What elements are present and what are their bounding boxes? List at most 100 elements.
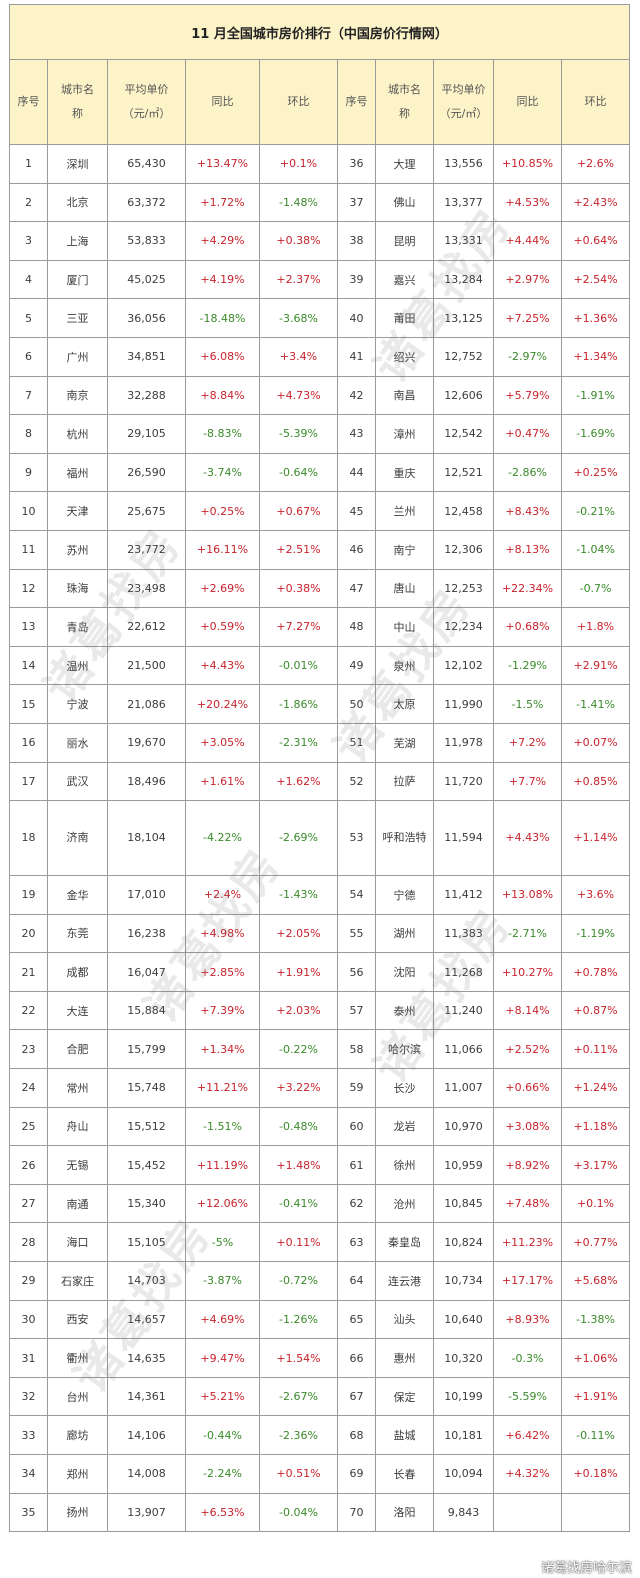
cell-price-left: 13,907 — [107, 1492, 186, 1533]
table-row: 27 南通 15,340 +12.06% -0.41% 62 沧州 10,845 +7.48% +… — [9, 1183, 631, 1224]
table-row: 14 温州 21,500 +4.43% -0.01% 49 泉州 12,102 -1.29% +2… — [9, 645, 631, 686]
cell-rank-right: 53 — [337, 800, 376, 877]
cell-yoy-right: -1.29% — [493, 645, 562, 686]
cell-price-right: 9,843 — [433, 1492, 494, 1533]
table-row: 28 海口 15,105 -5% +0.11% 63 秦皇岛 10,824 +11.23% +0.… — [9, 1222, 631, 1263]
cell-rank-left: 20 — [9, 913, 48, 954]
cell-price-left: 34,851 — [107, 336, 186, 377]
cell-city-left: 廊坊 — [47, 1415, 108, 1455]
cell-city-right: 哈尔滨 — [375, 1029, 434, 1070]
cell-rank-left: 29 — [9, 1261, 48, 1301]
cell-yoy-left: +1.61% — [185, 761, 260, 802]
table-row: 9 福州 26,590 -3.74% -0.64% 44 重庆 12,521 -2.86% +0.… — [9, 452, 631, 493]
header-mom-right: 环比 — [560, 59, 631, 145]
cell-city-right: 沧州 — [375, 1183, 434, 1224]
cell-rank-right: 62 — [337, 1183, 376, 1224]
cell-yoy-right: +8.13% — [493, 529, 562, 570]
cell-rank-left: 14 — [9, 645, 48, 686]
cell-price-left: 25,675 — [107, 491, 186, 531]
cell-rank-right: 52 — [337, 761, 376, 802]
cell-city-right: 宁德 — [375, 875, 434, 915]
cell-rank-left: 33 — [9, 1415, 48, 1455]
cell-price-left: 14,008 — [107, 1454, 186, 1494]
cell-city-right: 拉萨 — [375, 761, 434, 802]
cell-price-right: 10,845 — [433, 1183, 494, 1224]
cell-mom-left: -0.22% — [259, 1029, 338, 1070]
cell-city-left: 海口 — [47, 1222, 108, 1263]
cell-city-right: 龙岩 — [375, 1106, 434, 1147]
cell-yoy-left: +1.34% — [185, 1029, 260, 1070]
cell-mom-left: -0.48% — [259, 1106, 338, 1147]
cell-city-right: 汕头 — [375, 1299, 434, 1340]
cell-price-right: 13,377 — [433, 182, 494, 223]
table-row: 25 舟山 15,512 -1.51% -0.48% 60 龙岩 10,970 +3.08% +1… — [9, 1106, 631, 1147]
cell-city-left: 天津 — [47, 491, 108, 531]
cell-mom-left: -2.31% — [259, 722, 338, 763]
cell-city-left: 宁波 — [47, 684, 108, 724]
cell-yoy-left: +11.21% — [185, 1068, 260, 1108]
cell-rank-left: 34 — [9, 1454, 48, 1494]
cell-yoy-left: -18.48% — [185, 298, 260, 338]
cell-price-left: 63,372 — [107, 182, 186, 223]
cell-rank-left: 10 — [9, 491, 48, 531]
cell-city-right: 莆田 — [375, 298, 434, 338]
cell-price-right: 13,125 — [433, 298, 494, 338]
cell-price-left: 15,340 — [107, 1183, 186, 1224]
cell-mom-right: -1.19% — [560, 913, 631, 954]
table-row: 7 南京 32,288 +8.84% +4.73% 42 南昌 12,606 +5.79% -1.… — [9, 375, 631, 416]
cell-city-left: 南京 — [47, 375, 108, 416]
cell-price-right: 12,234 — [433, 607, 494, 647]
cell-mom-left: -0.04% — [259, 1492, 338, 1533]
cell-price-left: 15,512 — [107, 1106, 186, 1147]
table-row: 2 北京 63,372 +1.72% -1.48% 37 佛山 13,377 +4.53% +2.… — [9, 182, 631, 223]
cell-rank-right: 54 — [337, 875, 376, 915]
cell-rank-right: 65 — [337, 1299, 376, 1340]
cell-rank-left: 28 — [9, 1222, 48, 1263]
cell-rank-left: 9 — [9, 452, 48, 493]
cell-yoy-right: +8.43% — [493, 491, 562, 531]
cell-price-right: 11,240 — [433, 990, 494, 1031]
cell-rank-right: 69 — [337, 1454, 376, 1494]
cell-mom-right: +3.17% — [560, 1145, 631, 1185]
cell-price-left: 45,025 — [107, 259, 186, 300]
cell-rank-left: 19 — [9, 875, 48, 915]
cell-rank-left: 25 — [9, 1106, 48, 1147]
cell-yoy-left: +11.19% — [185, 1145, 260, 1185]
cell-rank-right: 42 — [337, 375, 376, 416]
cell-city-left: 常州 — [47, 1068, 108, 1108]
cell-yoy-left: +3.05% — [185, 722, 260, 763]
cell-rank-left: 24 — [9, 1068, 48, 1108]
cell-price-right: 11,594 — [433, 800, 494, 877]
table-row: 11 苏州 23,772 +16.11% +2.51% 46 南宁 12,306 +8.13% -… — [9, 529, 631, 570]
cell-city-right: 兰州 — [375, 491, 434, 531]
cell-yoy-right: -1.5% — [493, 684, 562, 724]
cell-yoy-left: +2.85% — [185, 952, 260, 992]
cell-rank-left: 16 — [9, 722, 48, 763]
cell-city-left: 东莞 — [47, 913, 108, 954]
cell-rank-left: 22 — [9, 990, 48, 1031]
cell-mom-right: +1.14% — [560, 800, 631, 877]
table-row: 12 珠海 23,498 +2.69% +0.38% 47 唐山 12,253 +22.34% -… — [9, 568, 631, 609]
cell-mom-left: +2.37% — [259, 259, 338, 300]
cell-yoy-right — [493, 1492, 562, 1533]
cell-mom-left: -1.26% — [259, 1299, 338, 1340]
table-row: 19 金华 17,010 +2.4% -1.43% 54 宁德 11,412 +13.08% +3… — [9, 875, 631, 915]
cell-yoy-left: -2.24% — [185, 1454, 260, 1494]
cell-price-right: 12,102 — [433, 645, 494, 686]
cell-mom-left: -5.39% — [259, 414, 338, 454]
cell-yoy-right: +10.85% — [493, 144, 562, 184]
cell-yoy-right: +7.7% — [493, 761, 562, 802]
cell-mom-right: -0.21% — [560, 491, 631, 531]
cell-rank-left: 15 — [9, 684, 48, 724]
cell-city-right: 漳州 — [375, 414, 434, 454]
cell-rank-right: 68 — [337, 1415, 376, 1455]
cell-rank-right: 70 — [337, 1492, 376, 1533]
cell-mom-right: +1.8% — [560, 607, 631, 647]
cell-city-right: 惠州 — [375, 1338, 434, 1378]
header-yoy-right: 同比 — [493, 59, 562, 145]
cell-yoy-right: +7.2% — [493, 722, 562, 763]
table-row: 31 衢州 14,635 +9.47% +1.54% 66 惠州 10,320 -0.3% +1.… — [9, 1338, 631, 1378]
table-row: 6 广州 34,851 +6.08% +3.4% 41 绍兴 12,752 -2.97% +1.3… — [9, 336, 631, 377]
cell-mom-left: +0.11% — [259, 1222, 338, 1263]
cell-price-right: 10,640 — [433, 1299, 494, 1340]
